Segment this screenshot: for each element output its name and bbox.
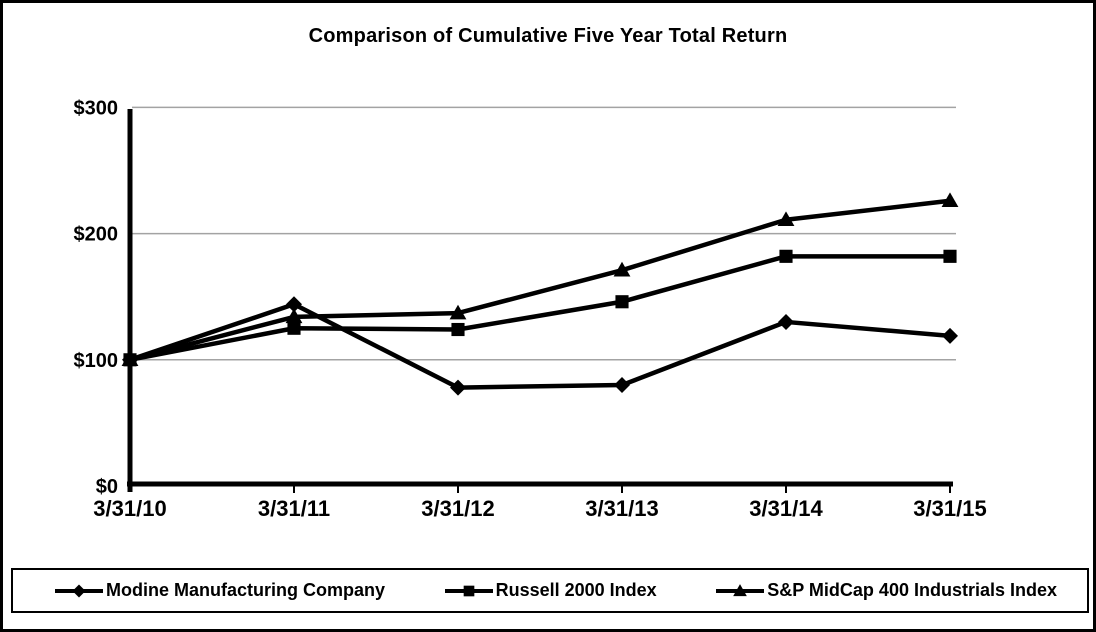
data-point-marker: [614, 377, 630, 394]
x-axis-label: 3/31/11: [258, 496, 330, 521]
diamond-marker-icon: [55, 584, 103, 597]
y-axis-label: $200: [74, 224, 119, 246]
legend-item-1: Russell 2000 Index: [444, 580, 657, 601]
series-markers-0: [122, 296, 958, 396]
x-axis-label: 3/31/14: [749, 496, 823, 521]
x-axis-label: 3/31/15: [913, 496, 986, 521]
chart-title: Comparison of Cumulative Five Year Total…: [308, 25, 788, 47]
series-markers-1: [123, 249, 957, 367]
y-axis-label: $100: [74, 350, 119, 372]
square-marker-icon: [444, 585, 493, 596]
data-point-marker: [942, 327, 958, 344]
series-line-0: [129, 302, 951, 390]
data-point-marker: [451, 322, 465, 337]
data-point-marker: [123, 353, 137, 367]
legend: Modine Manufacturing Company Russell 2000…: [11, 568, 1089, 613]
data-point-marker: [287, 321, 301, 335]
data-point-marker: [615, 295, 629, 309]
data-point-marker: [777, 211, 795, 226]
x-axis-label: 3/31/10: [93, 496, 166, 521]
data-point-marker: [943, 249, 957, 263]
data-point-marker: [72, 584, 86, 597]
data-point-marker: [778, 313, 794, 330]
line-chart: $0 $100 $200 $300 3/31/10 3/31/11 3/31/12 3/31/…: [74, 97, 987, 521]
data-point-marker: [449, 304, 467, 320]
data-point-marker: [285, 308, 303, 324]
data-point-marker: [463, 585, 474, 596]
data-point-marker: [733, 583, 748, 596]
legend-item-0: Modine Manufacturing Company: [55, 580, 385, 601]
legend-item-2: S&P MidCap 400 Industrials Index: [716, 580, 1057, 601]
legend-label: Russell 2000 Index: [495, 580, 657, 600]
data-point-marker: [450, 379, 466, 396]
x-axis-label: 3/31/12: [421, 496, 494, 521]
data-point-marker: [941, 192, 959, 208]
x-axis-label: 3/31/13: [585, 496, 658, 521]
series-markers-2: [121, 192, 959, 367]
y-axis-label: $0: [96, 476, 118, 498]
legend-label: Modine Manufacturing Company: [106, 580, 385, 600]
triangle-marker-icon: [716, 583, 765, 596]
y-axis-label: $300: [74, 97, 119, 119]
legend-label: S&P MidCap 400 Industrials Index: [767, 580, 1057, 600]
data-point-marker: [779, 249, 793, 263]
series-line-1: [129, 254, 950, 363]
series-line-2: [129, 198, 951, 362]
data-point-marker: [286, 296, 302, 313]
data-point-marker: [613, 261, 631, 277]
